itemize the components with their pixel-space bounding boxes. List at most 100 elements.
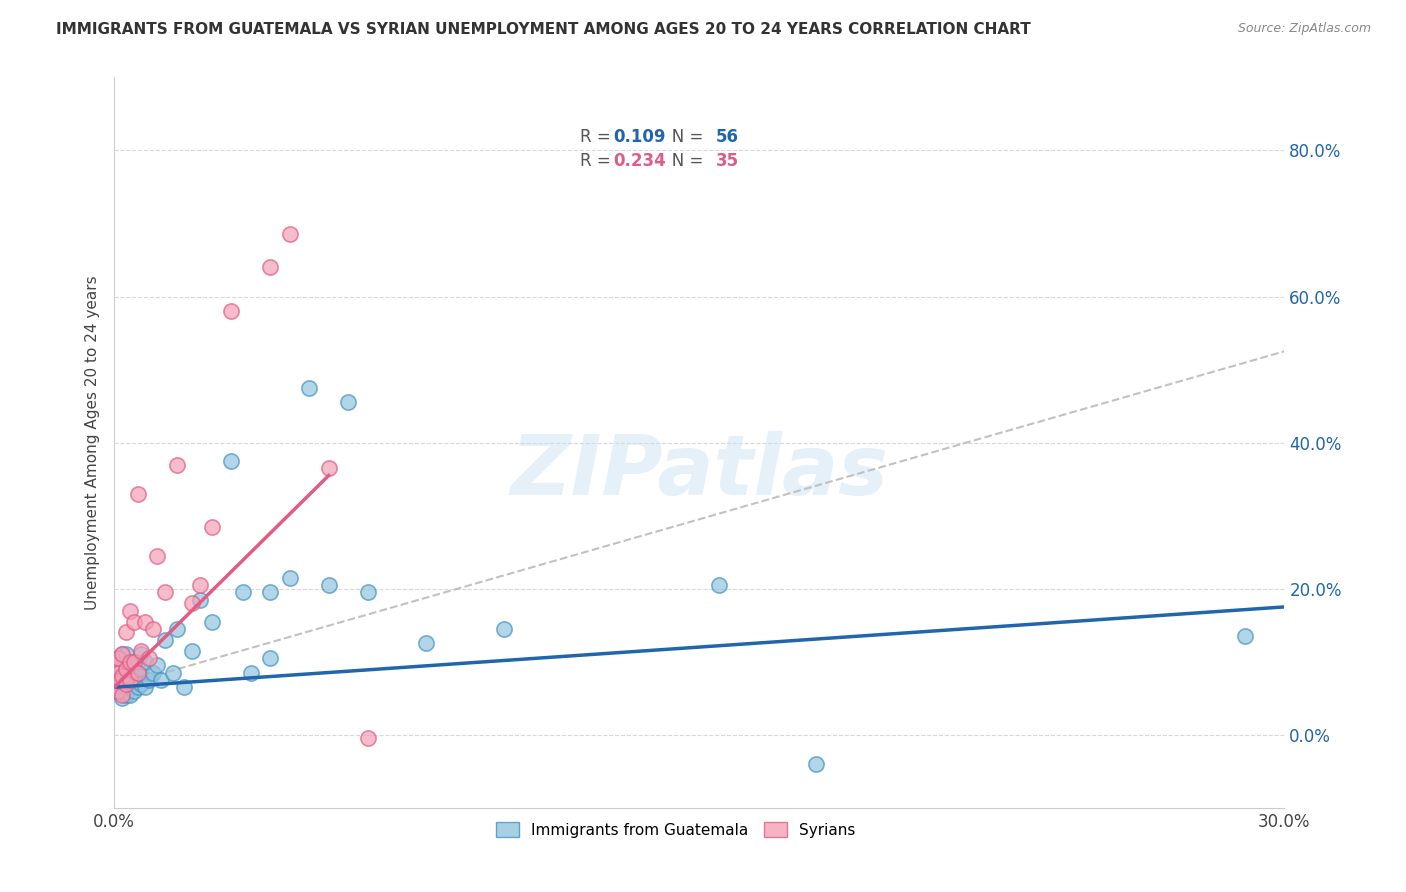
Text: N =: N = [657,153,709,170]
Point [142,622,165,636]
Point [118,655,141,669]
Point [115,688,138,702]
Text: 56: 56 [716,128,738,146]
Point [166,622,188,636]
Point [122,615,145,629]
Point [219,454,242,468]
Text: 0.109: 0.109 [613,128,666,146]
Point [219,304,242,318]
Point [122,665,145,680]
Text: N =: N = [657,128,709,146]
Point [105,673,128,687]
Point [134,615,156,629]
Point [111,688,134,702]
Point [494,622,516,636]
Point [166,458,188,472]
Point [107,651,129,665]
Point [115,648,138,662]
Point [150,673,173,687]
Text: R =: R = [579,128,616,146]
Point [278,227,301,242]
Point [188,592,211,607]
Point [108,673,131,687]
Point [357,731,380,746]
Point [118,658,141,673]
Point [318,578,340,592]
Point [105,680,128,694]
Point [115,662,138,676]
Point [259,260,281,275]
Point [131,676,153,690]
Point [173,680,195,694]
Point [162,665,184,680]
Point [131,648,153,662]
Text: R =: R = [579,153,616,170]
Point [232,585,254,599]
Point [118,603,141,617]
Point [181,644,204,658]
Text: Source: ZipAtlas.com: Source: ZipAtlas.com [1237,22,1371,36]
Point [142,665,165,680]
Point [111,691,134,706]
Y-axis label: Unemployment Among Ages 20 to 24 years: Unemployment Among Ages 20 to 24 years [86,276,100,610]
Point [127,655,149,669]
Point [118,673,141,687]
Point [127,680,149,694]
Point [127,486,149,500]
Point [201,519,224,533]
Text: 0.234: 0.234 [613,153,666,170]
Point [181,596,204,610]
Point [105,658,128,673]
Text: IMMIGRANTS FROM GUATEMALA VS SYRIAN UNEMPLOYMENT AMONG AGES 20 TO 24 YEARS CORRE: IMMIGRANTS FROM GUATEMALA VS SYRIAN UNEM… [56,22,1031,37]
Point [122,655,145,669]
Point [122,669,145,683]
Point [278,571,301,585]
Point [188,578,211,592]
Point [115,662,138,676]
Point [239,665,262,680]
Point [337,395,360,409]
Point [707,578,730,592]
Point [115,673,138,687]
Point [107,651,129,665]
Point [111,673,134,687]
Point [146,658,169,673]
Point [146,549,169,563]
Point [118,688,141,702]
Point [111,648,134,662]
Legend: Immigrants from Guatemala, Syrians: Immigrants from Guatemala, Syrians [491,815,862,844]
Point [134,680,156,694]
Point [415,636,437,650]
Point [131,644,153,658]
Point [806,756,828,771]
Point [131,662,153,676]
Point [357,585,380,599]
Point [153,632,176,647]
Point [118,665,141,680]
Point [111,648,134,662]
Point [115,625,138,640]
Point [115,676,138,690]
Point [259,585,281,599]
Point [111,662,134,676]
Point [107,662,129,676]
Point [318,461,340,475]
Point [153,585,176,599]
Point [127,665,149,680]
Point [138,673,160,687]
Point [107,684,129,698]
Point [111,669,134,683]
Point [107,665,129,680]
Point [108,676,131,690]
Text: 35: 35 [716,153,738,170]
Point [122,684,145,698]
Point [107,684,129,698]
Point [115,665,138,680]
Point [138,651,160,665]
Point [127,665,149,680]
Point [201,615,224,629]
Point [122,655,145,669]
Point [298,381,321,395]
Point [134,655,156,669]
Point [118,673,141,687]
